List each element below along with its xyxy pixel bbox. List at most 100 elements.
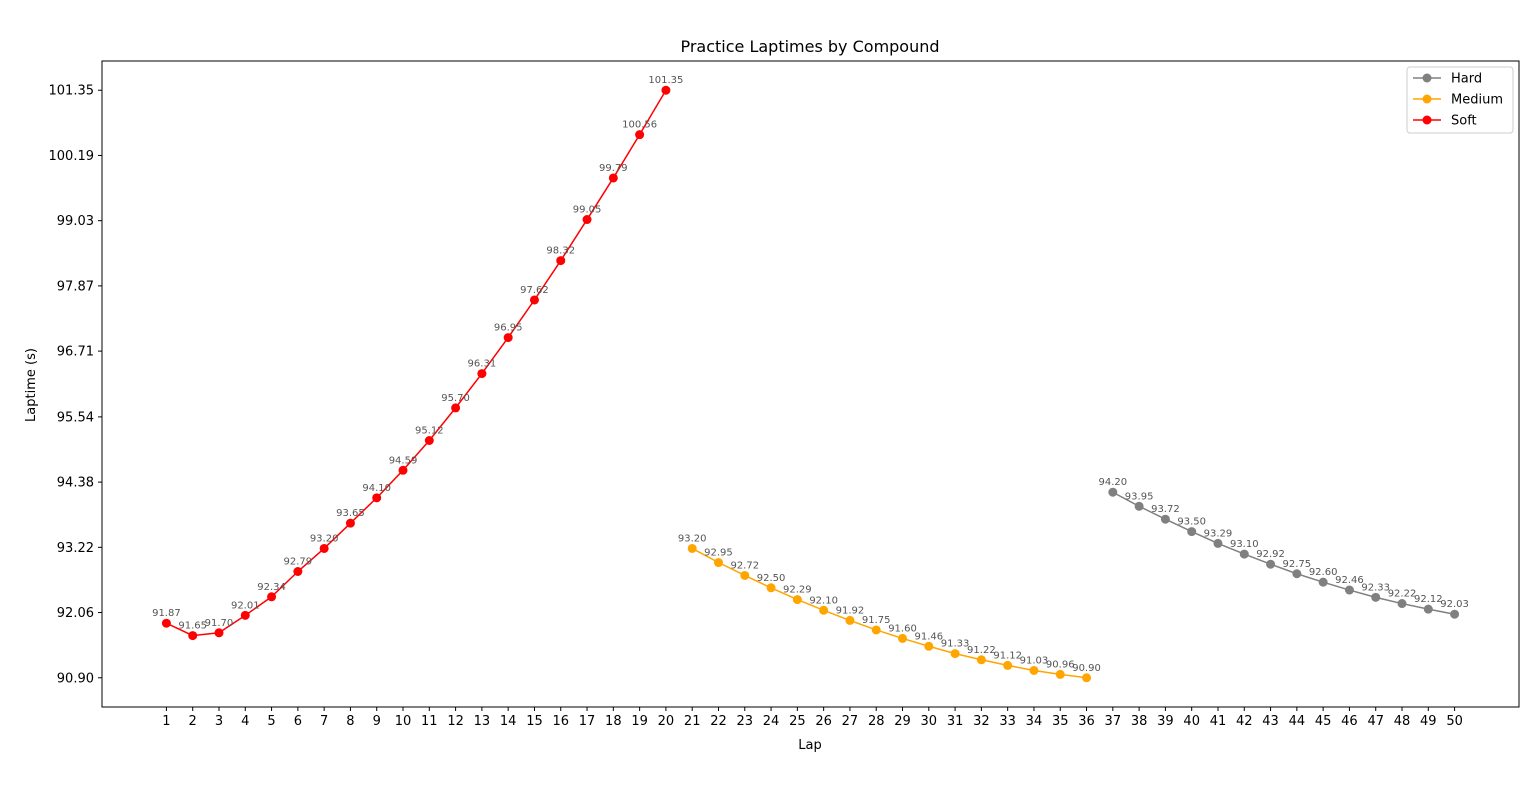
x-tick-label: 23 bbox=[737, 714, 754, 729]
y-axis-label: Laptime (s) bbox=[24, 348, 39, 422]
soft-series-line bbox=[166, 89, 667, 637]
medium-data-label: 92.95 bbox=[704, 548, 733, 559]
hard-data-point bbox=[1397, 599, 1407, 609]
x-tick-label: 37 bbox=[1105, 714, 1122, 729]
hard-data-label: 92.75 bbox=[1283, 559, 1312, 570]
soft-data-point bbox=[188, 631, 198, 641]
hard-data-point bbox=[1318, 577, 1328, 587]
soft-data-point bbox=[451, 403, 461, 413]
x-axis-label: Lap bbox=[798, 738, 821, 753]
x-tick-label: 12 bbox=[447, 714, 464, 729]
medium-data-point bbox=[1029, 665, 1039, 675]
hard-data-label: 92.60 bbox=[1309, 567, 1338, 578]
medium-data-label: 90.96 bbox=[1046, 659, 1075, 670]
y-tick-label: 100.19 bbox=[49, 149, 95, 164]
hard-data-point bbox=[1371, 592, 1381, 602]
medium-data-point bbox=[1003, 660, 1013, 670]
soft-data-point bbox=[267, 592, 277, 602]
y-tick-label: 97.87 bbox=[57, 279, 94, 294]
x-tick-label: 47 bbox=[1367, 714, 1384, 729]
x-tick-label: 22 bbox=[710, 714, 727, 729]
medium-data-point bbox=[766, 583, 776, 593]
soft-data-label: 99.05 bbox=[573, 205, 602, 216]
hard-data-point bbox=[1292, 569, 1302, 579]
x-tick-label: 21 bbox=[684, 714, 701, 729]
soft-data-label: 91.87 bbox=[152, 608, 181, 619]
x-tick-label: 1 bbox=[162, 714, 170, 729]
hard-data-label: 92.12 bbox=[1414, 594, 1443, 605]
medium-data-point bbox=[1082, 673, 1092, 683]
soft-data-label: 100.56 bbox=[622, 120, 657, 131]
soft-data-label: 92.79 bbox=[284, 557, 313, 568]
soft-data-label: 98.32 bbox=[546, 246, 575, 257]
x-tick-label: 36 bbox=[1078, 714, 1095, 729]
legend-hard-marker bbox=[1422, 73, 1432, 83]
soft-data-label: 91.65 bbox=[178, 621, 207, 632]
soft-data-label: 94.10 bbox=[362, 483, 391, 494]
soft-data-label: 97.62 bbox=[520, 285, 549, 296]
x-tick-label: 19 bbox=[631, 714, 648, 729]
medium-data-label: 92.72 bbox=[730, 560, 759, 571]
medium-data-point bbox=[950, 649, 960, 659]
x-tick-label: 39 bbox=[1157, 714, 1174, 729]
x-tick-label: 28 bbox=[868, 714, 885, 729]
hard-data-point bbox=[1134, 501, 1144, 511]
y-tick-label: 95.54 bbox=[57, 410, 94, 425]
x-tick-label: 2 bbox=[189, 714, 197, 729]
x-tick-label: 20 bbox=[658, 714, 675, 729]
x-tick-label: 30 bbox=[921, 714, 938, 729]
soft-data-point bbox=[161, 618, 171, 628]
soft-data-label: 95.12 bbox=[415, 426, 444, 437]
hard-data-label: 92.33 bbox=[1361, 582, 1390, 593]
medium-data-label: 91.22 bbox=[967, 645, 996, 656]
x-tick-label: 14 bbox=[500, 714, 517, 729]
y-tick-label: 99.03 bbox=[57, 214, 94, 229]
hard-data-point bbox=[1423, 604, 1433, 614]
x-tick-label: 25 bbox=[789, 714, 806, 729]
hard-data-point bbox=[1187, 527, 1197, 537]
soft-data-point bbox=[529, 295, 539, 305]
x-tick-label: 9 bbox=[373, 714, 381, 729]
soft-data-label: 92.34 bbox=[257, 582, 286, 593]
hard-data-point bbox=[1344, 585, 1354, 595]
x-tick-label: 27 bbox=[842, 714, 859, 729]
y-tick-label: 101.35 bbox=[49, 84, 95, 99]
soft-data-point bbox=[240, 610, 250, 620]
x-tick-label: 33 bbox=[999, 714, 1016, 729]
x-tick-label: 48 bbox=[1394, 714, 1411, 729]
x-tick-label: 10 bbox=[395, 714, 412, 729]
soft-data-point bbox=[608, 173, 618, 183]
medium-data-label: 91.03 bbox=[1020, 655, 1049, 666]
x-tick-label: 5 bbox=[267, 714, 275, 729]
soft-data-point bbox=[556, 256, 566, 266]
x-tick-label: 6 bbox=[294, 714, 302, 729]
soft-data-label: 92.01 bbox=[231, 600, 260, 611]
y-tick-label: 90.90 bbox=[57, 671, 94, 686]
soft-data-point bbox=[635, 130, 645, 140]
soft-data-label: 96.31 bbox=[468, 359, 497, 370]
y-tick-label: 93.22 bbox=[57, 541, 94, 556]
x-tick-label: 8 bbox=[346, 714, 354, 729]
medium-data-point bbox=[976, 655, 986, 665]
soft-data-point bbox=[398, 465, 408, 475]
hard-data-point bbox=[1213, 538, 1223, 548]
x-tick-label: 11 bbox=[421, 714, 438, 729]
hard-data-point bbox=[1450, 609, 1460, 619]
soft-data-point bbox=[661, 85, 671, 95]
x-tick-label: 16 bbox=[552, 714, 569, 729]
legend-soft-label: Soft bbox=[1451, 114, 1477, 129]
y-tick-label: 94.38 bbox=[57, 476, 94, 491]
hard-data-label: 93.10 bbox=[1230, 539, 1259, 550]
hard-data-label: 92.22 bbox=[1388, 589, 1417, 600]
x-tick-label: 46 bbox=[1341, 714, 1358, 729]
medium-data-point bbox=[713, 558, 723, 568]
x-tick-label: 4 bbox=[241, 714, 249, 729]
medium-data-point bbox=[845, 615, 855, 625]
medium-data-label: 93.20 bbox=[678, 533, 707, 544]
hard-data-label: 92.46 bbox=[1335, 575, 1364, 586]
legend-box bbox=[1406, 66, 1514, 134]
hard-data-label: 93.29 bbox=[1204, 528, 1233, 539]
medium-data-label: 92.10 bbox=[809, 595, 838, 606]
x-tick-label: 38 bbox=[1131, 714, 1148, 729]
